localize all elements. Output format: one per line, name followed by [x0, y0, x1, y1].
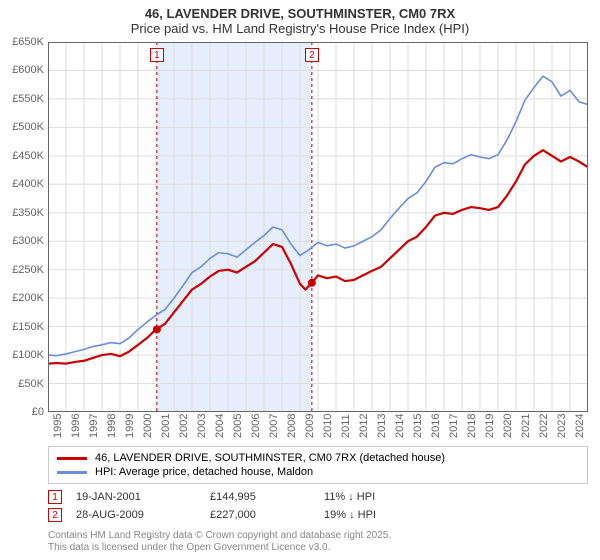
y-tick-label: £150K — [0, 321, 44, 333]
x-tick-label: 2007 — [268, 414, 280, 438]
transaction-date: 19-JAN-2001 — [76, 491, 196, 503]
y-tick-label: £600K — [0, 64, 44, 76]
transaction-price: £227,000 — [210, 509, 310, 521]
transaction-diff: 19% ↓ HPI — [324, 509, 424, 521]
y-tick-label: £650K — [0, 36, 44, 48]
x-tick-label: 2018 — [466, 414, 478, 438]
transaction-number: 2 — [48, 508, 62, 522]
y-tick-label: £500K — [0, 121, 44, 133]
x-tick-label: 2002 — [178, 414, 190, 438]
y-tick-label: £100K — [0, 349, 44, 361]
callout-marker: 2 — [305, 48, 319, 62]
transaction-diff: 11% ↓ HPI — [324, 491, 424, 503]
x-tick-label: 2020 — [502, 414, 514, 438]
x-tick-label: 2000 — [142, 414, 154, 438]
x-tick-label: 2023 — [556, 414, 568, 438]
chart-svg — [48, 42, 588, 412]
attribution-text: Contains HM Land Registry data © Crown c… — [48, 530, 588, 554]
x-tick-label: 2015 — [412, 414, 424, 438]
x-tick-label: 2021 — [520, 414, 532, 438]
y-tick-label: £300K — [0, 235, 44, 247]
transaction-row: 2 28-AUG-2009 £227,000 19% ↓ HPI — [48, 506, 588, 524]
y-tick-label: £200K — [0, 292, 44, 304]
x-tick-label: 2008 — [286, 414, 298, 438]
x-tick-label: 1999 — [124, 414, 136, 438]
legend-label-hpi: HPI: Average price, detached house, Mald… — [95, 466, 313, 478]
x-tick-label: 1996 — [70, 414, 82, 438]
x-tick-label: 2003 — [196, 414, 208, 438]
x-tick-label: 2016 — [430, 414, 442, 438]
legend-item-price-paid: 46, LAVENDER DRIVE, SOUTHMINSTER, CM0 7R… — [57, 451, 579, 465]
chart-title: 46, LAVENDER DRIVE, SOUTHMINSTER, CM0 7R… — [0, 0, 600, 40]
legend-item-hpi: HPI: Average price, detached house, Mald… — [57, 465, 579, 479]
x-tick-label: 2004 — [214, 414, 226, 438]
x-tick-label: 2014 — [394, 414, 406, 438]
x-tick-label: 2005 — [232, 414, 244, 438]
x-tick-label: 2001 — [160, 414, 172, 438]
y-tick-label: £250K — [0, 264, 44, 276]
x-tick-label: 2019 — [484, 414, 496, 438]
y-tick-label: £350K — [0, 207, 44, 219]
x-tick-label: 2010 — [322, 414, 334, 438]
attribution-line-1: Contains HM Land Registry data © Crown c… — [48, 530, 588, 542]
y-tick-label: £400K — [0, 178, 44, 190]
attribution-line-2: This data is licensed under the Open Gov… — [48, 542, 588, 554]
legend-swatch-price-paid — [57, 457, 87, 460]
y-tick-label: £0 — [0, 406, 44, 418]
y-tick-label: £450K — [0, 150, 44, 162]
transaction-date: 28-AUG-2009 — [76, 509, 196, 521]
x-tick-label: 2017 — [448, 414, 460, 438]
x-tick-label: 1997 — [88, 414, 100, 438]
transaction-price: £144,995 — [210, 491, 310, 503]
x-tick-label: 2009 — [304, 414, 316, 438]
x-tick-label: 2013 — [376, 414, 388, 438]
callout-marker: 1 — [150, 48, 164, 62]
x-tick-label: 2024 — [574, 414, 586, 438]
x-tick-label: 1998 — [106, 414, 118, 438]
x-tick-label: 2011 — [340, 414, 352, 438]
legend: 46, LAVENDER DRIVE, SOUTHMINSTER, CM0 7R… — [48, 446, 588, 484]
x-tick-label: 1995 — [52, 414, 64, 438]
transactions-table: 1 19-JAN-2001 £144,995 11% ↓ HPI 2 28-AU… — [48, 488, 588, 524]
chart-plot-area — [48, 42, 588, 412]
transaction-number: 1 — [48, 490, 62, 504]
x-tick-label: 2012 — [358, 414, 370, 438]
y-tick-label: £50K — [0, 378, 44, 390]
transaction-row: 1 19-JAN-2001 £144,995 11% ↓ HPI — [48, 488, 588, 506]
title-line-2: Price paid vs. HM Land Registry's House … — [0, 21, 600, 36]
x-tick-label: 2006 — [250, 414, 262, 438]
legend-swatch-hpi — [57, 471, 87, 474]
x-tick-label: 2022 — [538, 414, 550, 438]
title-line-1: 46, LAVENDER DRIVE, SOUTHMINSTER, CM0 7R… — [0, 6, 600, 21]
legend-label-price-paid: 46, LAVENDER DRIVE, SOUTHMINSTER, CM0 7R… — [95, 452, 445, 464]
y-tick-label: £550K — [0, 93, 44, 105]
